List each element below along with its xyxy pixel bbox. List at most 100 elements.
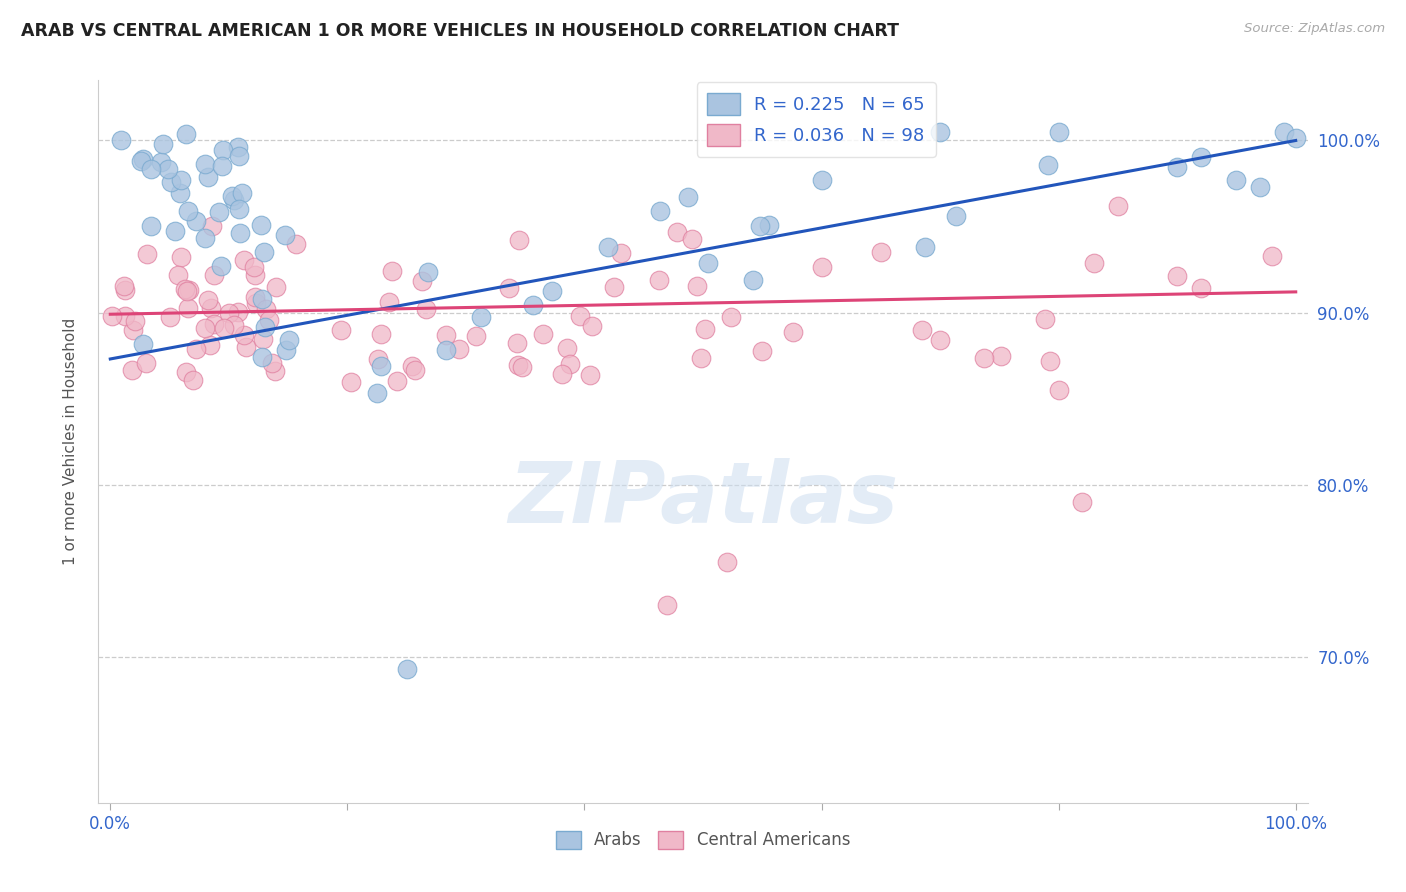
Point	[224, 193, 246, 207]
Point	[152, 137, 174, 152]
Point	[464, 329, 486, 343]
Point	[202, 268, 225, 283]
Point	[174, 282, 197, 296]
Point	[1166, 160, 1188, 174]
Point	[226, 140, 249, 154]
Point	[551, 367, 574, 381]
Point	[1047, 383, 1070, 397]
Point	[201, 219, 224, 233]
Point	[243, 268, 266, 282]
Point	[367, 351, 389, 366]
Point	[284, 236, 307, 251]
Point	[378, 295, 401, 310]
Point	[194, 157, 217, 171]
Point	[250, 218, 273, 232]
Point	[973, 351, 995, 365]
Point	[869, 245, 891, 260]
Point	[264, 364, 287, 378]
Point	[139, 219, 162, 233]
Point	[200, 338, 222, 352]
Point	[415, 302, 437, 317]
Point	[510, 360, 533, 375]
Point	[252, 245, 274, 260]
Point	[232, 328, 254, 343]
Point	[749, 219, 772, 234]
Point	[156, 162, 179, 177]
Point	[596, 240, 619, 254]
Point	[250, 292, 273, 306]
Point	[686, 279, 709, 293]
Point	[253, 319, 276, 334]
Point	[531, 326, 554, 341]
Point	[1249, 180, 1271, 194]
Point	[434, 343, 457, 357]
Point	[208, 204, 231, 219]
Point	[404, 363, 426, 377]
Point	[135, 247, 157, 261]
Point	[697, 256, 720, 270]
Point	[782, 325, 804, 339]
Point	[135, 356, 157, 370]
Point	[741, 273, 763, 287]
Point	[581, 318, 603, 333]
Point	[657, 598, 679, 612]
Point	[250, 350, 273, 364]
Point	[666, 225, 689, 239]
Point	[1036, 158, 1059, 172]
Point	[226, 305, 249, 319]
Point	[720, 310, 742, 324]
Point	[176, 285, 198, 299]
Point	[177, 283, 200, 297]
Point	[228, 202, 250, 217]
Point	[416, 265, 439, 279]
Point	[506, 358, 529, 372]
Point	[716, 555, 738, 569]
Point	[498, 280, 520, 294]
Point	[1083, 256, 1105, 270]
Point	[395, 662, 418, 676]
Point	[506, 335, 529, 350]
Point	[200, 301, 222, 315]
Point	[132, 153, 155, 167]
Point	[447, 343, 470, 357]
Point	[194, 320, 217, 334]
Point	[693, 322, 716, 336]
Point	[212, 143, 235, 157]
Point	[690, 351, 713, 366]
Point	[555, 341, 578, 355]
Point	[560, 357, 582, 371]
Point	[197, 293, 219, 307]
Point	[184, 214, 207, 228]
Point	[218, 305, 240, 319]
Point	[231, 186, 253, 200]
Point	[169, 186, 191, 201]
Point	[235, 340, 257, 354]
Point	[256, 301, 278, 316]
Point	[159, 310, 181, 324]
Point	[209, 259, 232, 273]
Legend: Arabs, Central Americans: Arabs, Central Americans	[550, 824, 856, 856]
Point	[385, 374, 408, 388]
Text: ZIPatlas: ZIPatlas	[508, 458, 898, 541]
Point	[1189, 150, 1212, 164]
Point	[751, 343, 773, 358]
Point	[370, 359, 392, 374]
Point	[166, 268, 188, 282]
Point	[184, 342, 207, 356]
Point	[170, 173, 193, 187]
Point	[647, 273, 669, 287]
Point	[245, 295, 267, 310]
Point	[197, 169, 219, 184]
Point	[183, 373, 205, 387]
Point	[264, 280, 287, 294]
Text: ARAB VS CENTRAL AMERICAN 1 OR MORE VEHICLES IN HOUSEHOLD CORRELATION CHART: ARAB VS CENTRAL AMERICAN 1 OR MORE VEHIC…	[21, 22, 898, 40]
Text: Source: ZipAtlas.com: Source: ZipAtlas.com	[1244, 22, 1385, 36]
Point	[681, 232, 703, 246]
Point	[945, 210, 967, 224]
Point	[243, 260, 266, 274]
Point	[114, 284, 136, 298]
Point	[411, 274, 433, 288]
Point	[229, 227, 252, 241]
Point	[330, 323, 353, 337]
Point	[124, 314, 146, 328]
